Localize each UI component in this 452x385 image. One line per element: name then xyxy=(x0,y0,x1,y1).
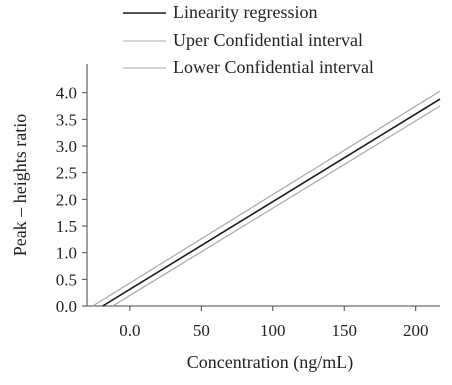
legend-label: Uper Confidential interval xyxy=(173,30,363,50)
axes xyxy=(86,64,440,307)
series-line-2 xyxy=(112,105,441,307)
y-tick-label: 1.5 xyxy=(56,217,77,236)
x-tick-label: 0.0 xyxy=(119,321,140,340)
legend: Linearity regression Uper Confidential in… xyxy=(123,2,374,77)
y-axis-label: Peak – heights ratio xyxy=(10,114,30,256)
series-line-1 xyxy=(92,90,441,307)
y-tick-label: 2.5 xyxy=(56,164,77,183)
y-tick-label: 0.5 xyxy=(56,270,77,289)
series-lines xyxy=(92,90,441,307)
y-tick-label: 1.0 xyxy=(56,244,77,263)
x-tick-label: 150 xyxy=(331,321,357,340)
y-tick-label: 0.0 xyxy=(56,297,77,316)
x-tick-label: 50 xyxy=(193,321,210,340)
x-tick-label: 200 xyxy=(403,321,429,340)
x-axis-label: Concentration (ng/mL) xyxy=(187,352,353,373)
y-tick-label: 3.5 xyxy=(56,110,77,129)
y-tick-label: 3.0 xyxy=(56,137,77,156)
legend-label: Lower Confidential interval xyxy=(173,57,374,77)
x-axis-ticks: 0.0 50 100 150 200 xyxy=(119,306,428,340)
legend-label: Linearity regression xyxy=(173,2,317,22)
y-axis-ticks: 0.0 0.5 1.0 1.5 2.0 2.5 3.0 3.5 4.0 xyxy=(56,84,87,316)
y-tick-label: 2.0 xyxy=(56,190,77,209)
y-tick-label: 4.0 xyxy=(56,84,77,103)
x-tick-label: 100 xyxy=(260,321,286,340)
series-line-0 xyxy=(102,98,441,307)
